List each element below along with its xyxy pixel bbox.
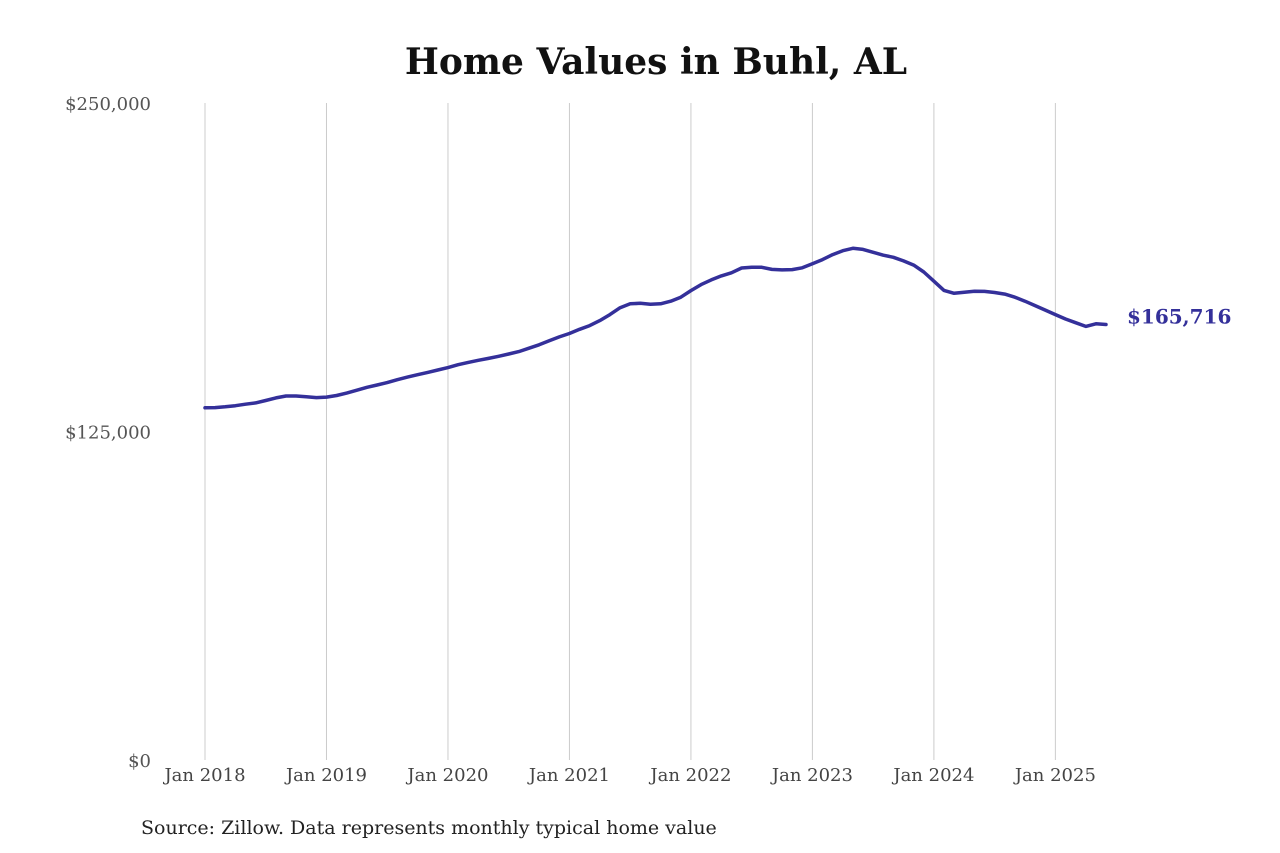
end-value-label: $165,716 xyxy=(1127,304,1231,328)
y-tick-label: $125,000 xyxy=(65,423,151,444)
home-value-line xyxy=(203,246,1108,410)
y-tick-label: $250,000 xyxy=(65,94,151,115)
x-tick-label: Jan 2018 xyxy=(162,765,245,786)
x-tick-label: Jan 2025 xyxy=(1013,765,1096,786)
x-tick-label: Jan 2020 xyxy=(405,765,488,786)
x-tick-label: Jan 2023 xyxy=(770,765,853,786)
x-tick-label: Jan 2021 xyxy=(527,765,610,786)
y-tick-label: $0 xyxy=(128,751,151,772)
chart-title: Home Values in Buhl, AL xyxy=(405,41,907,83)
x-tick-label: Jan 2022 xyxy=(648,765,731,786)
x-tick-label: Jan 2024 xyxy=(891,765,974,786)
x-tick-label: Jan 2019 xyxy=(284,765,367,786)
y-axis-ticks: $0 $125,000 $250,000 xyxy=(65,94,151,772)
x-gridlines xyxy=(204,103,1056,760)
x-axis-ticks: Jan 2018 Jan 2019 Jan 2020 Jan 2021 Jan 2022… xyxy=(162,765,1095,786)
source-note: Source: Zillow. Data represents monthly … xyxy=(141,817,717,839)
